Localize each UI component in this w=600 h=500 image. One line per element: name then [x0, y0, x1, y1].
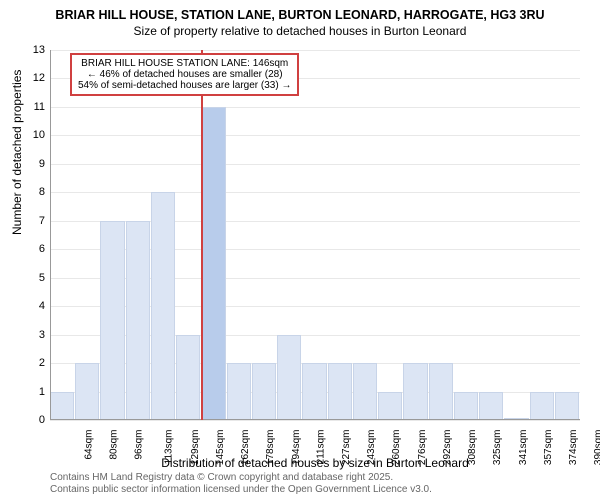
y-tick-label: 12 [25, 72, 45, 84]
x-axis-line [50, 419, 580, 420]
histogram-bar [252, 363, 276, 420]
histogram-bar [555, 392, 579, 420]
histogram-bar [353, 363, 377, 420]
y-tick-label: 5 [25, 272, 45, 284]
gridline [50, 107, 580, 108]
histogram-bar [151, 192, 175, 420]
y-tick-label: 4 [25, 300, 45, 312]
y-axis-label: Number of detached properties [10, 70, 24, 235]
gridline [50, 164, 580, 165]
histogram-bar [403, 363, 427, 420]
y-tick-label: 11 [25, 101, 45, 113]
histogram-bar [302, 363, 326, 420]
gridline [50, 192, 580, 193]
histogram-bar [328, 363, 352, 420]
histogram-bar [227, 363, 251, 420]
gridline [50, 420, 580, 421]
histogram-bar [201, 107, 225, 420]
histogram-bar [454, 392, 478, 420]
x-tick-label: 80sqm [108, 430, 119, 460]
chart-plot-area: 01234567891011121364sqm80sqm96sqm113sqm1… [50, 50, 580, 420]
histogram-bar [75, 363, 99, 420]
gridline [50, 135, 580, 136]
histogram-bar [176, 335, 200, 420]
y-tick-label: 9 [25, 158, 45, 170]
y-tick-label: 2 [25, 357, 45, 369]
y-tick-label: 1 [25, 386, 45, 398]
histogram-bar [479, 392, 503, 420]
histogram-bar [429, 363, 453, 420]
gridline [50, 50, 580, 51]
y-tick-label: 3 [25, 329, 45, 341]
x-tick-label: 390sqm [593, 430, 600, 466]
chart-footer: Contains HM Land Registry data © Crown c… [50, 472, 432, 496]
property-marker-line [201, 50, 203, 420]
y-tick-label: 7 [25, 215, 45, 227]
y-tick-label: 0 [25, 414, 45, 426]
y-tick-label: 6 [25, 243, 45, 255]
y-tick-label: 10 [25, 129, 45, 141]
footer-line-2: Contains public sector information licen… [50, 484, 432, 496]
y-axis-line [50, 50, 51, 420]
y-tick-label: 13 [25, 44, 45, 56]
histogram-bar [530, 392, 554, 420]
annotation-line-3: 54% of semi-detached houses are larger (… [78, 80, 291, 91]
annotation-line-1: BRIAR HILL HOUSE STATION LANE: 146sqm [78, 58, 291, 69]
footer-line-1: Contains HM Land Registry data © Crown c… [50, 472, 432, 484]
annotation-box: BRIAR HILL HOUSE STATION LANE: 146sqm← 4… [70, 53, 299, 96]
x-tick-label: 96sqm [134, 430, 145, 460]
x-tick-label: 64sqm [83, 430, 94, 460]
x-axis-label: Distribution of detached houses by size … [50, 456, 580, 470]
y-tick-label: 8 [25, 186, 45, 198]
chart-subtitle: Size of property relative to detached ho… [0, 22, 600, 38]
histogram-bar [50, 392, 74, 420]
histogram-bar [126, 221, 150, 420]
chart-title: BRIAR HILL HOUSE, STATION LANE, BURTON L… [0, 0, 600, 22]
annotation-line-2: ← 46% of detached houses are smaller (28… [78, 69, 291, 80]
histogram-bar [100, 221, 124, 420]
histogram-bar [378, 392, 402, 420]
histogram-bar [277, 335, 301, 420]
